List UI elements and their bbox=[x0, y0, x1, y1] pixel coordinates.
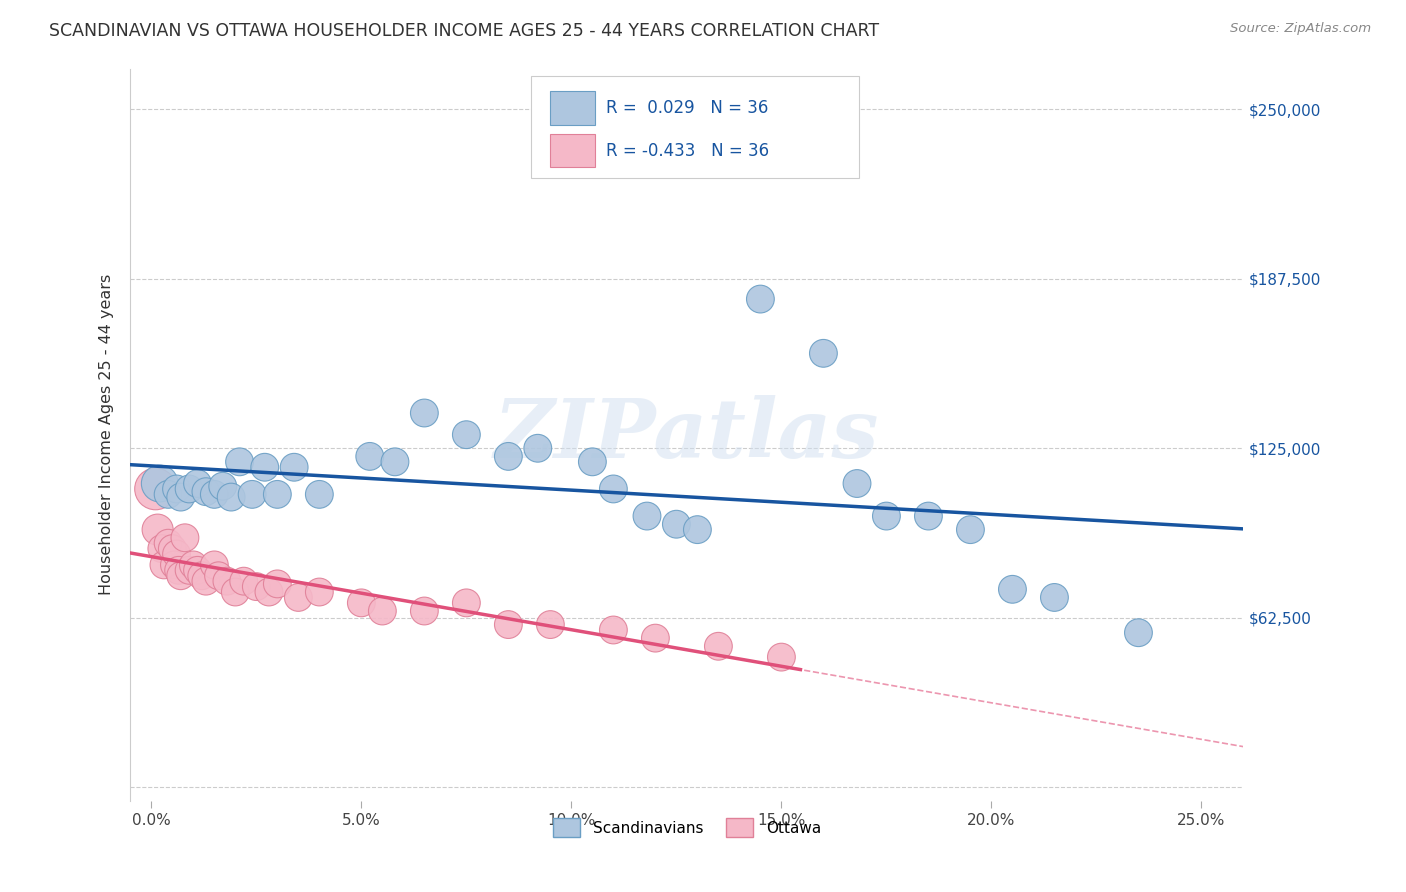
Point bbox=[266, 577, 288, 591]
Point bbox=[219, 490, 242, 504]
Point bbox=[166, 482, 188, 496]
Point bbox=[232, 574, 254, 589]
Point bbox=[686, 523, 709, 537]
Point bbox=[602, 623, 624, 637]
Point bbox=[257, 585, 280, 599]
Point bbox=[498, 450, 520, 464]
Point bbox=[162, 541, 184, 556]
Point bbox=[456, 427, 478, 442]
FancyBboxPatch shape bbox=[531, 76, 859, 178]
Point bbox=[167, 563, 190, 577]
Point bbox=[170, 568, 193, 582]
Point bbox=[350, 596, 373, 610]
Point bbox=[770, 650, 793, 665]
Point bbox=[371, 604, 394, 618]
Point bbox=[174, 531, 197, 545]
Point bbox=[207, 568, 229, 582]
Point bbox=[183, 558, 205, 572]
Point bbox=[602, 482, 624, 496]
Text: R = -0.433   N = 36: R = -0.433 N = 36 bbox=[606, 142, 769, 160]
Point bbox=[308, 585, 330, 599]
Point bbox=[749, 292, 772, 306]
Point bbox=[228, 455, 250, 469]
Point bbox=[581, 455, 603, 469]
Point bbox=[166, 547, 188, 561]
Point bbox=[253, 460, 276, 475]
Point bbox=[194, 484, 217, 499]
Point bbox=[1128, 625, 1150, 640]
Point bbox=[266, 487, 288, 501]
Point bbox=[917, 509, 939, 524]
Point bbox=[150, 541, 173, 556]
Point bbox=[1043, 591, 1066, 605]
Text: ZIPatlas: ZIPatlas bbox=[494, 394, 880, 475]
Point bbox=[146, 523, 169, 537]
Point bbox=[875, 509, 897, 524]
Point bbox=[179, 482, 201, 496]
Point bbox=[224, 585, 246, 599]
Point bbox=[170, 490, 193, 504]
Point bbox=[194, 574, 217, 589]
Point bbox=[707, 640, 730, 654]
Point bbox=[308, 487, 330, 501]
Point bbox=[665, 517, 688, 532]
Point bbox=[1001, 582, 1024, 597]
Text: R =  0.029   N = 36: R = 0.029 N = 36 bbox=[606, 99, 768, 117]
Point bbox=[959, 523, 981, 537]
Point bbox=[145, 482, 167, 496]
Text: SCANDINAVIAN VS OTTAWA HOUSEHOLDER INCOME AGES 25 - 44 YEARS CORRELATION CHART: SCANDINAVIAN VS OTTAWA HOUSEHOLDER INCOM… bbox=[49, 22, 879, 40]
Point bbox=[202, 558, 225, 572]
Point bbox=[157, 536, 180, 550]
Point bbox=[240, 487, 263, 501]
Point bbox=[384, 455, 406, 469]
Text: Source: ZipAtlas.com: Source: ZipAtlas.com bbox=[1230, 22, 1371, 36]
Y-axis label: Householder Income Ages 25 - 44 years: Householder Income Ages 25 - 44 years bbox=[100, 274, 114, 595]
Point bbox=[644, 631, 666, 645]
Point bbox=[359, 450, 381, 464]
Point bbox=[538, 617, 561, 632]
Bar bbox=[550, 134, 595, 168]
Point bbox=[498, 617, 520, 632]
Point bbox=[186, 476, 208, 491]
Point bbox=[287, 591, 309, 605]
Point bbox=[202, 487, 225, 501]
Point bbox=[846, 476, 869, 491]
Point bbox=[283, 460, 305, 475]
Point bbox=[211, 479, 233, 493]
Legend: Scandinavians, Ottawa: Scandinavians, Ottawa bbox=[546, 811, 828, 845]
Point bbox=[149, 476, 172, 491]
Point bbox=[190, 568, 212, 582]
Point bbox=[163, 558, 186, 572]
Point bbox=[636, 509, 658, 524]
Point bbox=[157, 487, 180, 501]
Point bbox=[413, 406, 436, 420]
Point bbox=[456, 596, 478, 610]
Bar bbox=[550, 91, 595, 125]
Point bbox=[413, 604, 436, 618]
Point bbox=[153, 558, 176, 572]
Point bbox=[526, 442, 548, 456]
Point bbox=[215, 574, 238, 589]
Point bbox=[813, 346, 835, 360]
Point bbox=[186, 563, 208, 577]
Point bbox=[179, 563, 201, 577]
Point bbox=[245, 580, 267, 594]
